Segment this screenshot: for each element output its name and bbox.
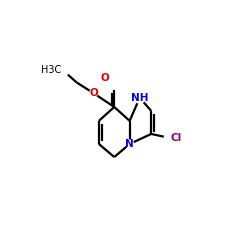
Text: O: O — [101, 73, 110, 83]
Text: Cl: Cl — [170, 133, 182, 143]
Circle shape — [164, 133, 173, 142]
Circle shape — [134, 92, 145, 103]
Circle shape — [101, 74, 109, 82]
Circle shape — [56, 64, 69, 76]
Text: H3C: H3C — [41, 65, 61, 75]
Text: O: O — [89, 88, 98, 98]
Text: N: N — [125, 139, 134, 149]
Text: NH: NH — [131, 93, 148, 103]
Circle shape — [126, 140, 134, 148]
Circle shape — [90, 89, 97, 97]
